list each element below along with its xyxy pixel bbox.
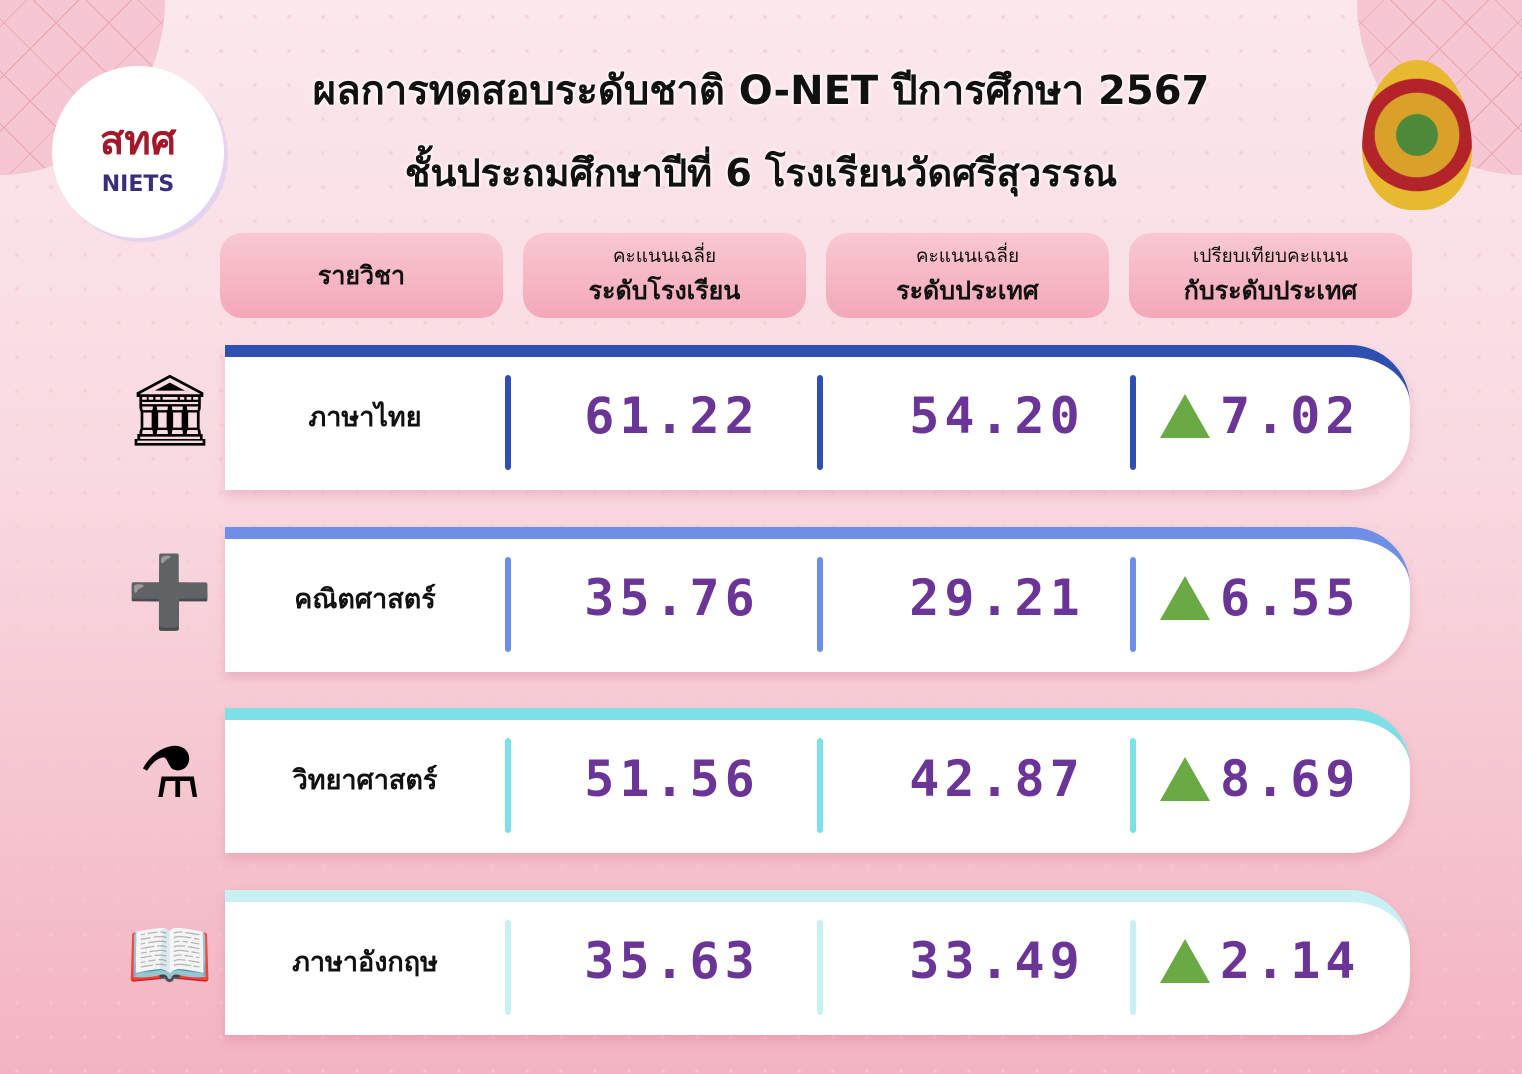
logo-thai: สทศ bbox=[99, 117, 177, 164]
divider bbox=[817, 738, 823, 833]
subject-name: ภาษาไทย bbox=[308, 402, 422, 433]
difference-value: 7.02 bbox=[1220, 387, 1361, 445]
divider bbox=[1130, 920, 1136, 1015]
header-comparison: เปรียบเทียบคะแนน กับระดับประเทศ bbox=[1129, 233, 1412, 318]
header-label-small: คะแนนเฉลี่ย bbox=[612, 244, 717, 267]
school-score: 35.63 bbox=[584, 932, 760, 990]
up-triangle-icon bbox=[1160, 939, 1210, 983]
thai-language-icon: 🏛 bbox=[125, 368, 215, 451]
table-row: ภาษาไทย 61.22 54.20 7.02 bbox=[225, 345, 1410, 490]
science-icon: ⚗ bbox=[138, 732, 202, 814]
up-triangle-icon bbox=[1160, 757, 1210, 801]
divider bbox=[1130, 375, 1136, 470]
divider bbox=[505, 375, 511, 470]
school-score: 35.76 bbox=[584, 569, 760, 627]
header-label-small: เปรียบเทียบคะแนน bbox=[1192, 244, 1349, 267]
national-score: 54.20 bbox=[909, 387, 1085, 445]
up-triangle-icon bbox=[1160, 576, 1210, 620]
header-label: กับระดับประเทศ bbox=[1183, 275, 1358, 305]
header-subject: รายวิชา bbox=[220, 233, 503, 318]
divider bbox=[505, 557, 511, 652]
header-national-avg: คะแนนเฉลี่ย ระดับประเทศ bbox=[826, 233, 1109, 318]
score-difference: 8.69 bbox=[1160, 750, 1360, 808]
header-label: ระดับโรงเรียน bbox=[588, 275, 741, 305]
english-icon: 📖 bbox=[126, 913, 214, 996]
school-score: 51.56 bbox=[584, 750, 760, 808]
divider bbox=[505, 920, 511, 1015]
difference-value: 2.14 bbox=[1220, 932, 1361, 990]
school-score: 61.22 bbox=[584, 387, 760, 445]
subject-name: วิทยาศาสตร์ bbox=[292, 765, 438, 796]
divider bbox=[817, 920, 823, 1015]
divider bbox=[505, 738, 511, 833]
up-triangle-icon bbox=[1160, 394, 1210, 438]
math-icon: ➕ bbox=[126, 550, 214, 633]
divider bbox=[1130, 738, 1136, 833]
difference-value: 8.69 bbox=[1220, 750, 1361, 808]
header-label-small: คะแนนเฉลี่ย bbox=[915, 244, 1020, 267]
obec-emblem bbox=[1362, 60, 1472, 210]
divider bbox=[1130, 557, 1136, 652]
header-school-avg: คะแนนเฉลี่ย ระดับโรงเรียน bbox=[523, 233, 806, 318]
subject-name: คณิตศาสตร์ bbox=[294, 584, 436, 615]
difference-value: 6.55 bbox=[1220, 569, 1361, 627]
header-label: รายวิชา bbox=[317, 260, 406, 290]
divider bbox=[817, 557, 823, 652]
table-row: คณิตศาสตร์ 35.76 29.21 6.55 bbox=[225, 527, 1410, 672]
subject-name: ภาษาอังกฤษ bbox=[292, 947, 438, 978]
national-score: 29.21 bbox=[909, 569, 1085, 627]
national-score: 42.87 bbox=[909, 750, 1085, 808]
table-row: ภาษาอังกฤษ 35.63 33.49 2.14 bbox=[225, 890, 1410, 1035]
divider bbox=[817, 375, 823, 470]
score-difference: 2.14 bbox=[1160, 932, 1360, 990]
logo-english: NIETS bbox=[101, 171, 175, 197]
page-title: ผลการทดสอบระดับชาติ O-NET ปีการศึกษา 256… bbox=[312, 68, 1210, 114]
score-difference: 7.02 bbox=[1160, 387, 1360, 445]
score-difference: 6.55 bbox=[1160, 569, 1360, 627]
page-subtitle: ชั้นประถมศึกษาปีที่ 6 โรงเรียนวัดศรีสุวร… bbox=[404, 151, 1118, 195]
header-label: ระดับประเทศ bbox=[896, 275, 1039, 305]
niets-logo: สทศ NIETS bbox=[52, 66, 224, 238]
national-score: 33.49 bbox=[909, 932, 1085, 990]
table-row: วิทยาศาสตร์ 51.56 42.87 8.69 bbox=[225, 708, 1410, 853]
